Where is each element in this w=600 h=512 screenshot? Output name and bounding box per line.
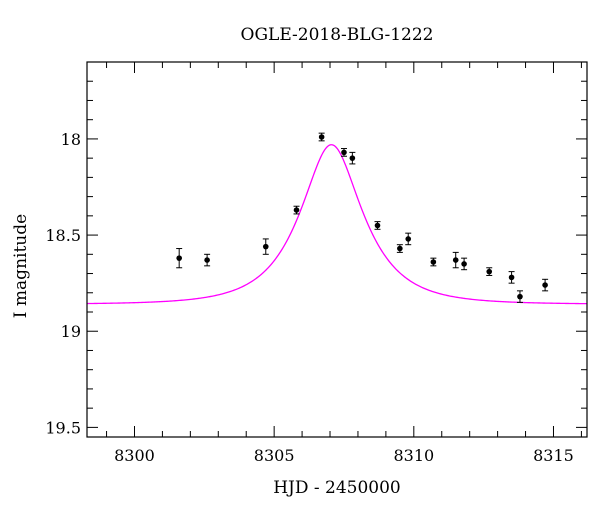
point-marker	[542, 282, 548, 288]
point-marker	[262, 243, 269, 250]
data-point	[461, 257, 468, 271]
x-tick-label: 8315	[533, 446, 574, 465]
data-point	[405, 232, 412, 246]
data-point	[452, 251, 459, 269]
x-tick-label: 8300	[114, 446, 155, 465]
y-tick-label: 18.5	[45, 226, 81, 245]
data-points	[176, 132, 549, 303]
point-marker	[374, 222, 381, 229]
point-marker	[397, 245, 403, 252]
data-point	[516, 290, 523, 303]
point-marker	[405, 236, 412, 242]
data-point	[486, 267, 493, 276]
point-marker	[508, 274, 515, 281]
model-curve	[86, 144, 588, 305]
y-tick-label: 18	[61, 130, 81, 149]
point-marker	[486, 268, 493, 275]
y-tick-label: 19.5	[45, 418, 81, 437]
point-marker	[318, 134, 325, 140]
chart-title: OGLE-2018-BLG-1222	[241, 25, 434, 45]
data-point	[430, 257, 437, 267]
y-tick-labels: 18 18.5 19 19.5	[45, 130, 81, 437]
x-axis-label: HJD - 2450000	[273, 478, 401, 498]
point-marker	[293, 207, 300, 213]
point-marker	[517, 293, 523, 300]
data-point	[349, 151, 356, 165]
data-point	[262, 238, 269, 255]
data-point	[396, 244, 403, 253]
data-point	[204, 253, 211, 267]
point-marker	[204, 257, 210, 263]
y-axis-label: I magnitude	[11, 214, 31, 318]
data-point	[340, 148, 347, 157]
data-point	[542, 278, 549, 292]
x-tick-label: 8305	[254, 446, 295, 465]
y-tick-label: 19	[61, 322, 81, 341]
axis-ticks	[87, 61, 587, 437]
data-point	[508, 271, 515, 284]
data-point	[318, 132, 325, 142]
data-point	[293, 205, 300, 215]
point-marker	[176, 255, 182, 261]
point-marker	[430, 259, 437, 265]
point-marker	[349, 155, 356, 161]
point-marker	[452, 257, 459, 263]
point-marker	[461, 261, 467, 267]
x-tick-label: 8310	[393, 446, 434, 465]
data-point	[374, 221, 381, 230]
data-point	[176, 248, 183, 269]
plot-frame	[86, 61, 588, 438]
x-tick-labels: 8300 8305 8310 8315	[114, 446, 574, 465]
point-marker	[341, 149, 347, 156]
